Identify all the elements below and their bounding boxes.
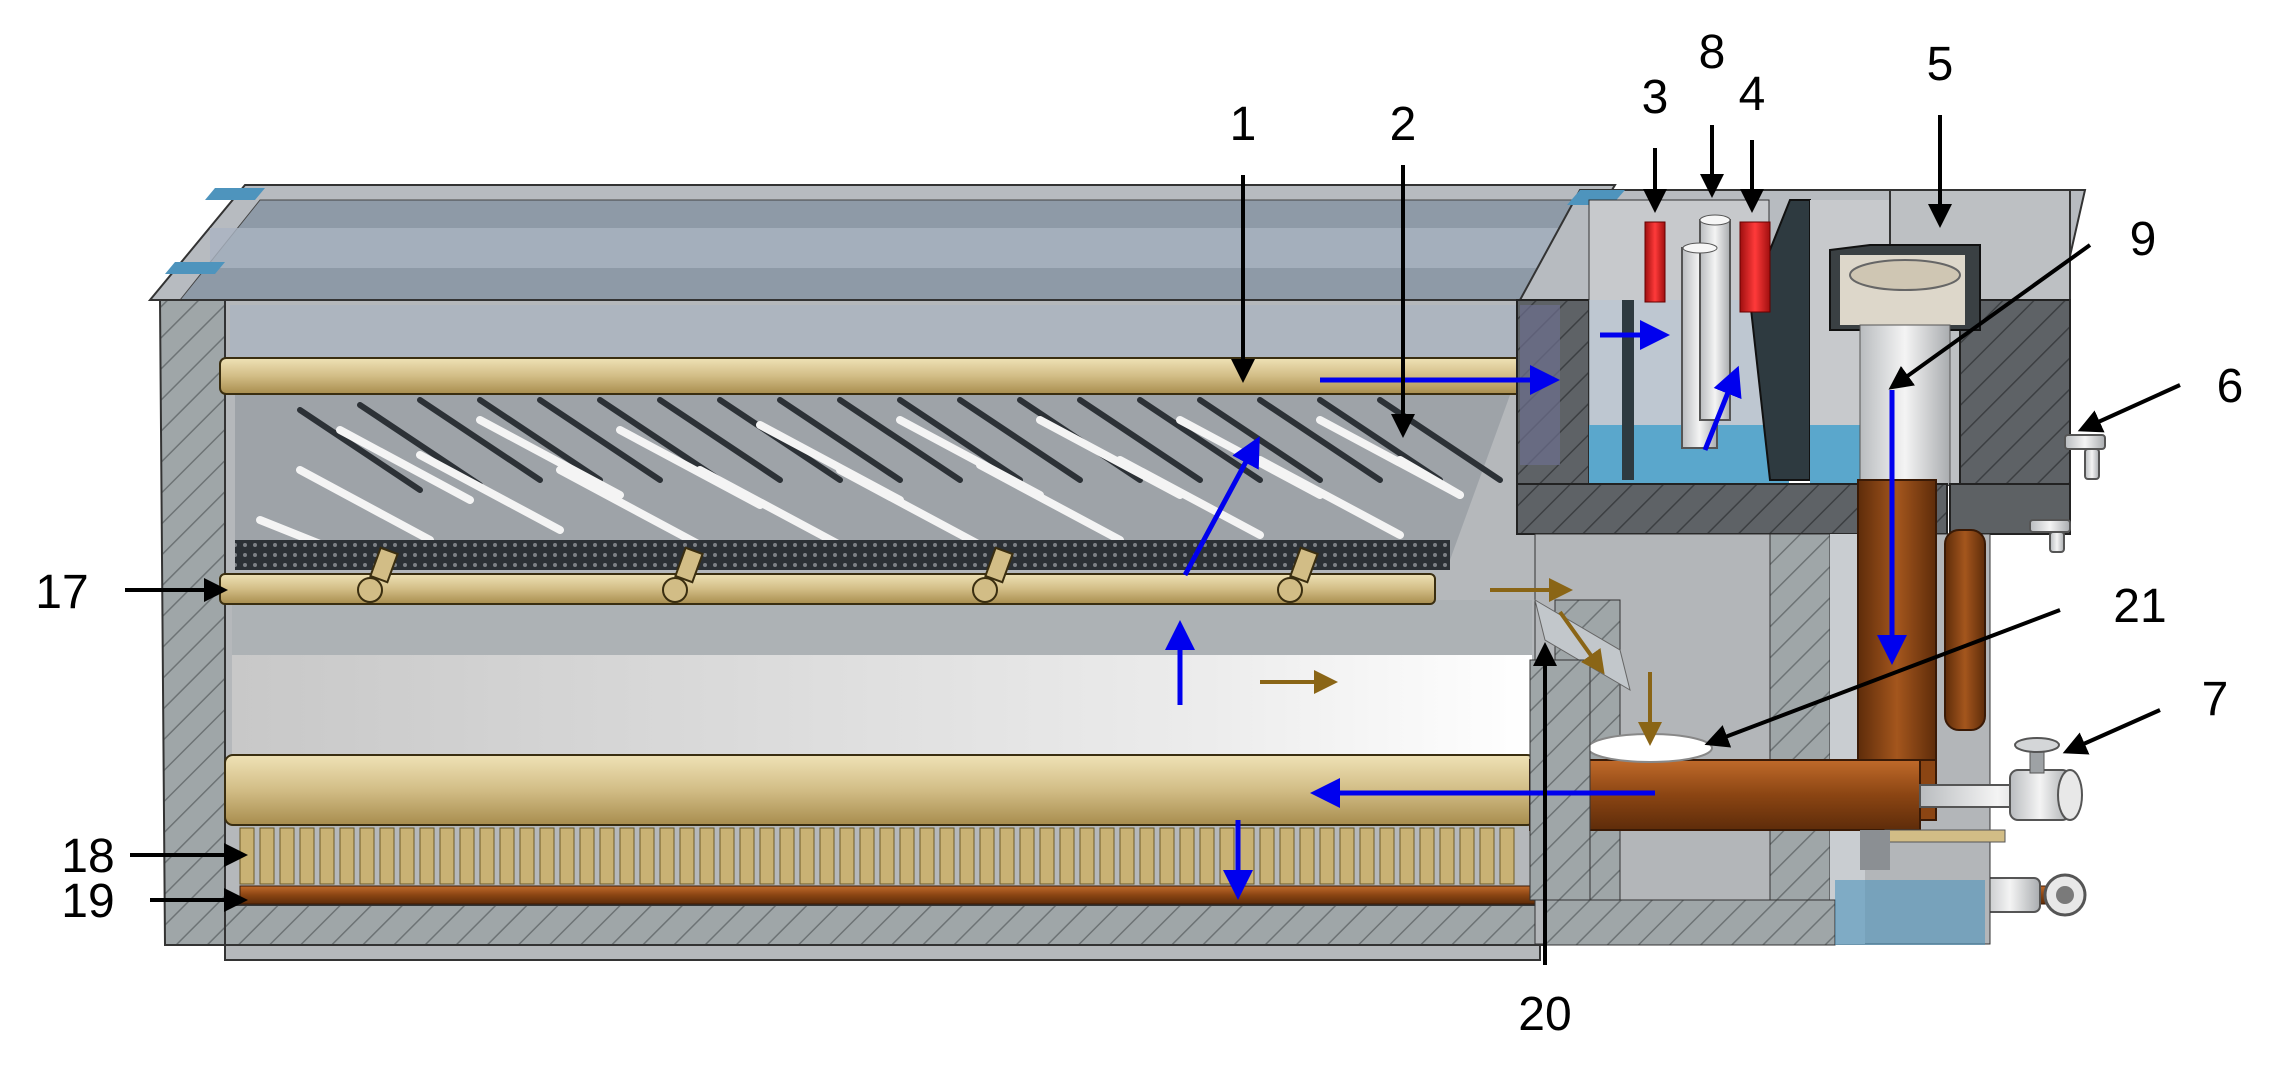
label-6: 6 xyxy=(2217,360,2244,413)
number-labels: 1 2 3 4 5 6 7 8 9 17 18 19 20 21 xyxy=(35,26,2243,1041)
bottom-collector-pipe xyxy=(224,754,1536,885)
label-20: 20 xyxy=(1518,988,1571,1041)
label-1: 1 xyxy=(1230,98,1257,151)
label-2: 2 xyxy=(1390,98,1417,151)
label-8: 8 xyxy=(1699,26,1726,79)
label-9: 9 xyxy=(2130,213,2157,266)
filter-media xyxy=(235,395,1510,570)
label-3: 3 xyxy=(1642,71,1669,124)
copper-riser xyxy=(1529,479,2083,901)
top-distribution-pipe xyxy=(219,357,1571,395)
label-5: 5 xyxy=(1927,38,1954,91)
water-flow-arrows xyxy=(1165,320,1907,900)
right-compartment xyxy=(1516,189,2106,946)
label-21: 21 xyxy=(2113,580,2166,633)
label-18: 18 xyxy=(61,830,114,883)
label-7: 7 xyxy=(2202,673,2229,726)
sludge-flow-arrows xyxy=(1260,578,1662,746)
label-19: 19 xyxy=(61,875,114,928)
label-4: 4 xyxy=(1739,68,1766,121)
label-17: 17 xyxy=(35,566,88,619)
leader-arrows xyxy=(125,115,2181,965)
